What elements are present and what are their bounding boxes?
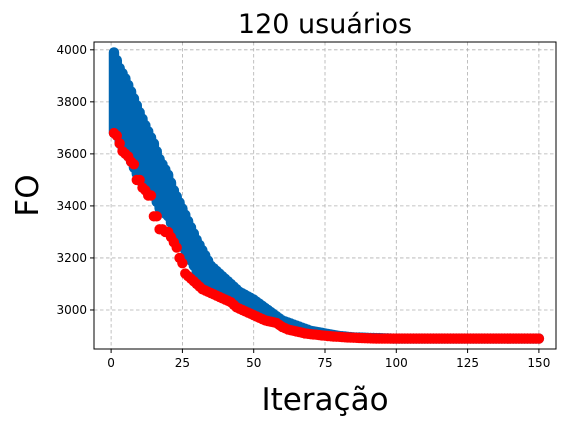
x-tick-label: 125 bbox=[456, 356, 479, 370]
best-fo-point bbox=[129, 159, 139, 169]
x-axis-label: Iteração bbox=[261, 382, 388, 418]
chart-title: 120 usuários bbox=[238, 9, 412, 40]
y-axis-label: FO bbox=[10, 174, 46, 216]
best-fo-point bbox=[534, 333, 544, 343]
x-tick-label: 75 bbox=[317, 356, 332, 370]
y-tick-label: 3200 bbox=[56, 251, 87, 265]
y-tick-label: 4000 bbox=[56, 43, 87, 57]
best-fo-point bbox=[146, 190, 156, 200]
y-tick-label: 3000 bbox=[56, 303, 87, 317]
x-tick-label: 150 bbox=[527, 356, 550, 370]
x-tick-label: 50 bbox=[246, 356, 261, 370]
best-fo-point bbox=[152, 211, 162, 221]
x-tick-label: 25 bbox=[175, 356, 190, 370]
y-tick-label: 3600 bbox=[56, 147, 87, 161]
best-fo-point bbox=[177, 258, 187, 268]
y-tick-label: 3800 bbox=[56, 95, 87, 109]
y-tick-label: 3400 bbox=[56, 199, 87, 213]
x-tick-label: 100 bbox=[385, 356, 408, 370]
x-tick-label: 0 bbox=[107, 356, 115, 370]
best-fo-point bbox=[172, 242, 182, 252]
